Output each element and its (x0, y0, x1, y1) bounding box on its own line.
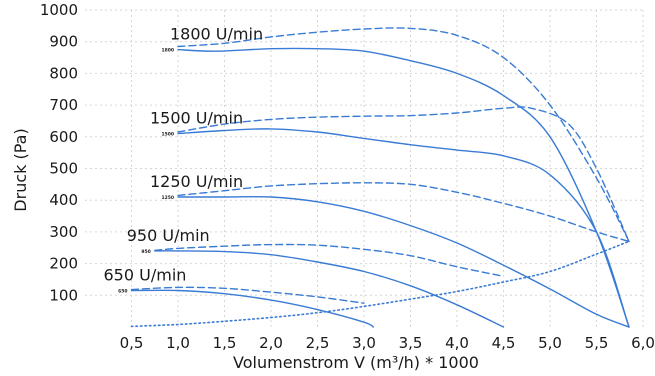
y-tick-label: 100 (49, 286, 78, 304)
series-label: 1800 U/min (170, 25, 263, 44)
series-line-dashed-7 (154, 243, 505, 277)
y-tick-label: 1000 (40, 1, 78, 19)
series-label: 1500 U/min (150, 109, 243, 128)
series-small-label: 1500 (161, 132, 174, 138)
x-tick-label: 5,5 (585, 334, 609, 352)
series-line-solid-2 (177, 128, 630, 328)
curve-labels: 1800 U/min 1800 1500 U/min 1500 1250 U/min 12… (104, 25, 264, 295)
x-tick-label: 4,0 (445, 334, 469, 352)
x-tick-label: 0,5 (120, 334, 144, 352)
x-tick-label: 2,0 (259, 334, 283, 352)
series-line-dotted-10 (130, 240, 630, 328)
x-tick-label: 5,0 (538, 334, 562, 352)
y-axis-title: Druck (Pa) (11, 128, 30, 211)
series-label: 1250 U/min (150, 172, 243, 191)
x-tick-label: 3,5 (399, 334, 423, 352)
series-line-solid-6 (154, 250, 505, 328)
x-tick-label: 4,5 (492, 334, 516, 352)
y-tick-label: 800 (49, 64, 78, 82)
x-axis-title: Volumenstrom V (m³/h) * 1000 (233, 353, 479, 372)
series-small-label: 1250 (161, 195, 174, 201)
y-tick-label: 200 (49, 255, 78, 273)
series-line-dashed-9 (130, 286, 365, 304)
series-line-dashed-5 (177, 182, 630, 243)
series-label: 950 U/min (127, 226, 210, 245)
series-small-label: 650 (118, 289, 127, 295)
y-tick-label: 400 (49, 191, 78, 209)
y-tick-label: 600 (49, 128, 78, 146)
series-line-solid-4 (177, 195, 630, 328)
x-tick-label: 6,0 (631, 334, 655, 352)
y-tick-label: 300 (49, 223, 78, 241)
axes: 100 200 300 400 500 600 700 800 900 1000 0,5 1,0 1,5… (40, 1, 655, 352)
series-line-solid-8 (130, 289, 374, 328)
x-tick-label: 1,0 (166, 334, 190, 352)
series-line-dashed-1 (177, 27, 630, 243)
y-tick-label: 700 (49, 96, 78, 114)
series (130, 27, 630, 328)
x-tick-label: 1,5 (213, 334, 237, 352)
y-tick-label: 900 (49, 33, 78, 51)
y-tick-label: 500 (49, 160, 78, 178)
series-small-label: 950 (141, 249, 150, 255)
x-tick-label: 2,5 (306, 334, 330, 352)
series-label: 650 U/min (104, 266, 187, 285)
series-small-label: 1800 (161, 48, 174, 54)
series-line-dashed-3 (177, 106, 630, 243)
series-line-solid-0 (177, 47, 630, 328)
x-tick-label: 3,0 (352, 334, 376, 352)
